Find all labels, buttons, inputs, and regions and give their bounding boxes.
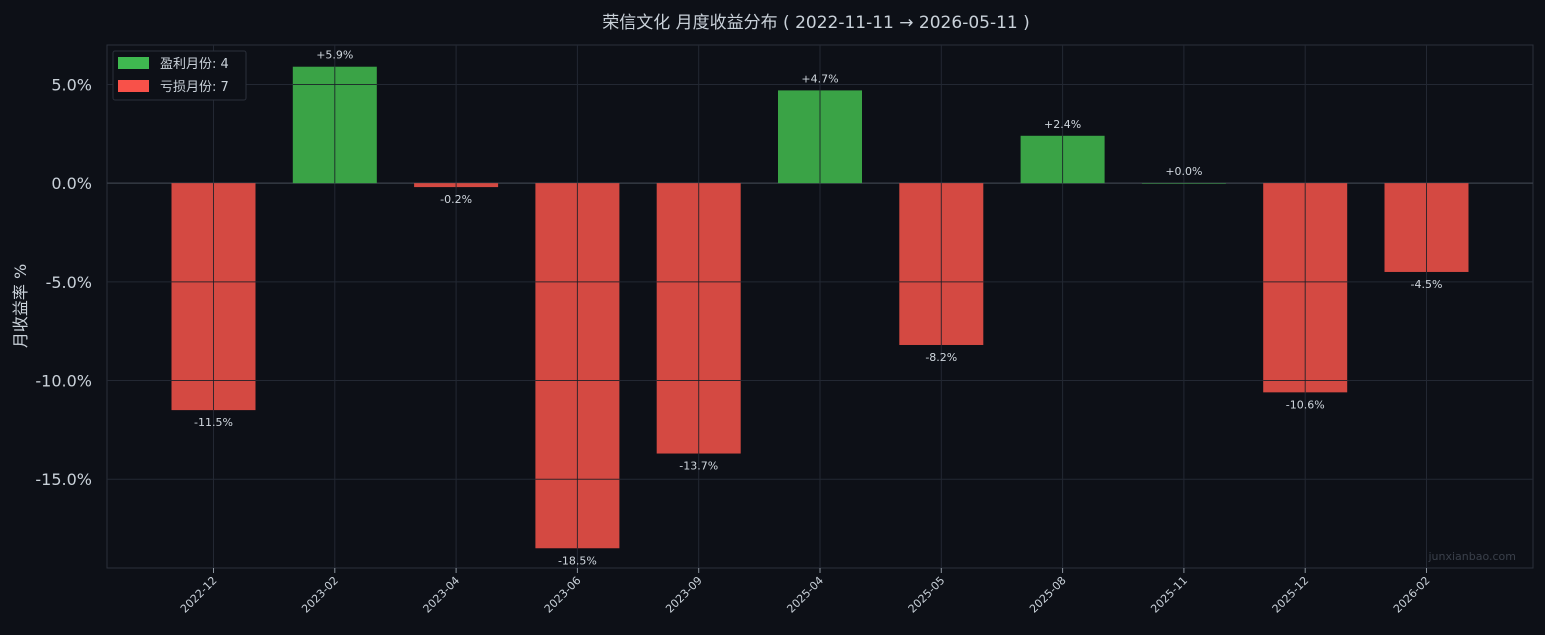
data-label: -13.7% — [679, 460, 718, 473]
legend-label-loss: 亏损月份: 7 — [160, 80, 229, 95]
legend-label-profit: 盈利月份: 4 — [160, 57, 229, 72]
data-label: +5.9% — [316, 49, 353, 62]
y-tick-label: 5.0% — [51, 75, 92, 94]
data-label: -4.5% — [1411, 278, 1443, 291]
data-label: -18.5% — [558, 554, 597, 567]
data-label: -8.2% — [925, 351, 957, 364]
legend-swatch-profit — [118, 57, 149, 69]
data-label: -0.2% — [440, 193, 472, 206]
watermark: junxianbao.com — [1427, 550, 1516, 563]
legend: 盈利月份: 4 亏损月份: 7 — [112, 50, 247, 101]
data-label: +0.0% — [1165, 165, 1202, 178]
data-label: +2.4% — [1044, 118, 1081, 131]
legend-swatch-loss — [118, 80, 149, 92]
data-labels: -11.5% +5.9% -0.2% -18.5% -13.7% +4.7% -8.2% +2… — [194, 49, 1442, 568]
y-tick-label: -15.0% — [35, 470, 92, 489]
chart-title: 荣信文化 月度收益分布 ( 2022-11-11 → 2026-05-11 ) — [602, 13, 1030, 33]
y-tick-label: -5.0% — [46, 273, 92, 292]
data-label: +4.7% — [801, 72, 838, 85]
data-label: -11.5% — [194, 416, 233, 429]
bars — [171, 66, 1469, 549]
y-tick-label: 0.0% — [51, 174, 92, 193]
y-axis-label: 月收益率 % — [11, 264, 30, 348]
y-tick-label: -10.0% — [35, 372, 92, 391]
data-label: -10.6% — [1286, 398, 1325, 411]
bar — [1141, 183, 1226, 184]
